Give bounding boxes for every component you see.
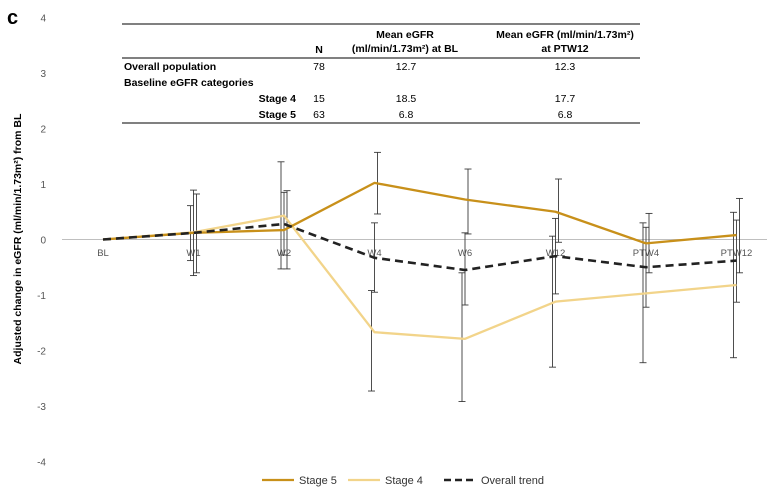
- table-row-stage5-label: Stage 5: [259, 109, 297, 121]
- legend-label: Stage 4: [385, 475, 423, 487]
- y-axis-ticks: 4 3 2 1 0 -1 -2 -3 -4: [37, 14, 46, 469]
- table-row-overall-ptw12: 12.3: [555, 61, 576, 73]
- table-header-ptw-line2: at PTW12: [541, 43, 588, 55]
- series-lines: [102, 181, 737, 340]
- y-tick-label: 2: [40, 125, 46, 136]
- table-row-stage4-label: Stage 4: [259, 93, 297, 105]
- legend-item-overall-trend: Overall trend: [444, 475, 544, 487]
- table-row-stage4-n: 15: [313, 93, 325, 105]
- table-row-overall-bl: 12.7: [396, 61, 417, 73]
- table-row-categories-label: Baseline eGFR categories: [124, 77, 254, 89]
- table-row-stage5-n: 63: [313, 109, 325, 121]
- panel-label: c: [7, 7, 18, 29]
- legend-label: Overall trend: [481, 475, 544, 487]
- y-tick-label: -1: [37, 291, 46, 302]
- x-tick-label: BL: [97, 248, 109, 259]
- table-row-overall-label: Overall population: [124, 61, 216, 73]
- series-line-overall-trend: [102, 222, 737, 272]
- table-row-stage5-ptw12: 6.8: [558, 109, 573, 121]
- series-line-stage-5: [102, 181, 737, 245]
- table-row-overall-n: 78: [313, 61, 325, 73]
- y-tick-label: 0: [40, 236, 46, 247]
- legend-item-stage-5: Stage 5: [262, 475, 337, 487]
- table-header-bl-line1: Mean eGFR: [376, 29, 434, 41]
- x-axis-ticks: BL W1 W2 W4 W6 W12 PTW4 PTW12: [97, 248, 752, 259]
- y-tick-label: -2: [37, 347, 46, 358]
- legend-label: Stage 5: [299, 475, 337, 487]
- table-row-stage4-ptw12: 17.7: [555, 93, 576, 105]
- error-bar: [280, 191, 288, 256]
- y-tick-label: 3: [40, 69, 46, 80]
- y-tick-label: -3: [37, 402, 46, 413]
- table-header-bl-line2: (ml/min/1.73m²) at BL: [352, 43, 459, 55]
- table-header-n: N: [315, 44, 323, 56]
- y-axis-title: Adjusted change in eGFR (ml/min/1.73m²) …: [12, 113, 24, 364]
- error-bar: [368, 290, 375, 392]
- table-row-stage4-bl: 18.5: [396, 93, 417, 105]
- summary-table: N Mean eGFR (ml/min/1.73m²) at BL Mean e…: [122, 23, 640, 124]
- error-bars: [187, 151, 743, 403]
- y-tick-label: 1: [40, 180, 46, 191]
- y-tick-label: 4: [40, 14, 46, 25]
- legend: Stage 5 Stage 4 Overall trend: [262, 475, 544, 487]
- y-tick-label: -4: [37, 458, 46, 469]
- table-header-ptw-line1: Mean eGFR (ml/min/1.73m²): [496, 29, 634, 41]
- error-bar: [555, 178, 562, 243]
- table-row-stage5-bl: 6.8: [399, 109, 414, 121]
- error-bar: [736, 197, 743, 274]
- error-bar: [464, 168, 472, 235]
- series-line-stage-4: [102, 214, 737, 340]
- error-bar: [458, 272, 466, 403]
- legend-item-stage-4: Stage 4: [348, 475, 423, 487]
